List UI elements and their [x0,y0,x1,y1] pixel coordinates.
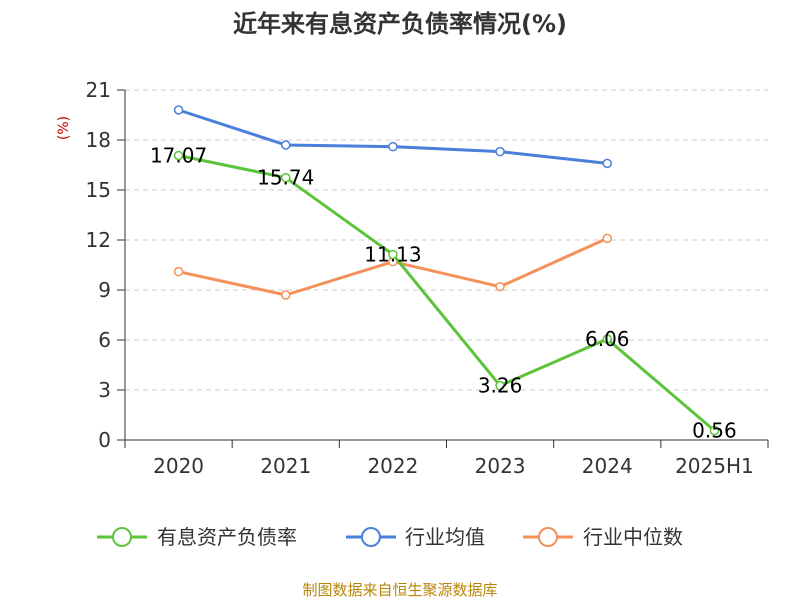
legend-label: 行业中位数 [583,525,683,549]
data-label: 17.07 [150,144,207,168]
axes: 0 3 6 9 12 15 18 21 2020 2021 2022 2023 2024 2025H1 [86,78,769,478]
data-point [281,140,291,150]
legend-label: 有息资产负债率 [157,525,297,549]
legend-marker [112,527,132,547]
x-tick-label: 2023 [475,454,526,478]
y-tick-label: 0 [98,428,111,452]
series-line-0 [178,154,716,432]
data-point [388,141,398,152]
data-point [173,150,184,161]
chart-title: 近年来有息资产负债率情况(%) [233,10,567,38]
series-line-1 [178,108,608,165]
data-point [495,146,505,157]
data-point [173,266,184,277]
y-tick-label: 6 [98,328,111,352]
data-point [281,290,291,300]
data-point [602,158,612,169]
y-tick-label: 18 [86,128,111,152]
grid [125,89,768,391]
x-tick-label: 2024 [582,454,633,478]
data-point [602,334,612,344]
data-label: 0.56 [692,419,737,443]
y-tick-label: 21 [86,78,111,102]
x-tick-label: 2022 [367,454,418,478]
data-point [388,249,398,260]
data-labels: 17.07 15.74 11.13 3.26 6.06 0.56 [150,144,737,443]
data-point [709,425,720,436]
y-tick-label: 12 [86,228,111,252]
x-tick-label: 2025H1 [675,454,754,478]
data-label: 6.06 [585,327,630,351]
legend: 有息资产负债率 行业均值 行业中位数 [97,525,683,549]
y-tick-label: 3 [98,378,111,402]
data-point [602,233,612,244]
data-label: 15.74 [257,166,314,190]
data-label: 3.26 [478,374,523,398]
y-tick-label: 15 [86,178,111,202]
y-tick-label: 9 [98,278,111,302]
source-note: 制图数据来自恒生聚源数据库 [302,581,497,599]
x-tick-label: 2020 [153,454,204,478]
data-label: 11.13 [364,243,421,267]
data-point [173,105,184,115]
legend-label: 行业均值 [405,525,485,549]
legend-marker [361,527,381,547]
legend-marker [538,527,558,547]
series-layer [173,105,720,436]
y-axis-label: (%) [56,116,72,140]
x-tick-label: 2021 [260,454,311,478]
data-point [281,172,291,183]
data-point [495,281,505,292]
data-point [495,380,505,391]
